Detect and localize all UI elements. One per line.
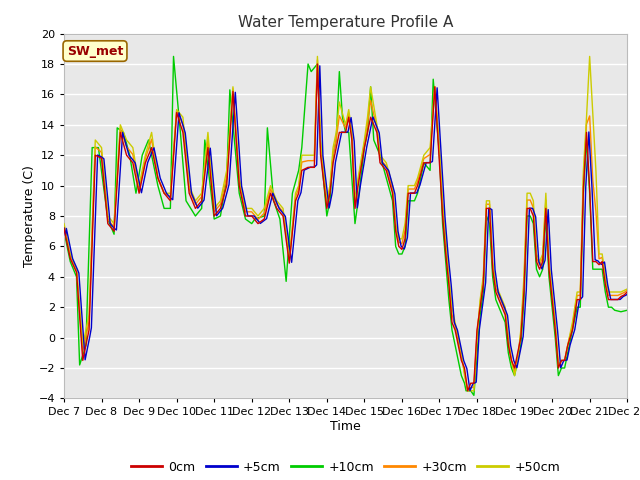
Text: SW_met: SW_met bbox=[67, 45, 123, 58]
Y-axis label: Temperature (C): Temperature (C) bbox=[22, 165, 36, 267]
X-axis label: Time: Time bbox=[330, 420, 361, 433]
Legend: 0cm, +5cm, +10cm, +30cm, +50cm: 0cm, +5cm, +10cm, +30cm, +50cm bbox=[126, 456, 565, 479]
Title: Water Temperature Profile A: Water Temperature Profile A bbox=[238, 15, 453, 30]
